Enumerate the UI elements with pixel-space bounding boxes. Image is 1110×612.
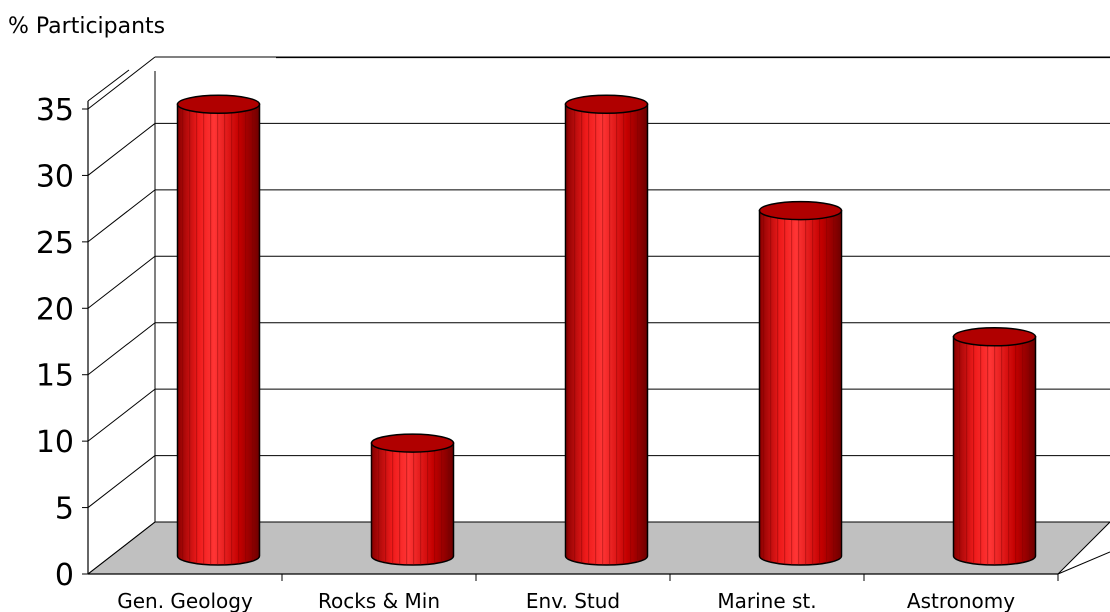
bar-texture xyxy=(953,336,1036,565)
y-tick-label: 15 xyxy=(36,359,74,394)
y-tick-label: 0 xyxy=(55,558,74,593)
wall-gridline xyxy=(87,189,156,243)
x-tick-label: Env. Stud xyxy=(526,589,620,612)
y-tick-label: 35 xyxy=(36,93,74,128)
y-tick-label: 20 xyxy=(36,292,74,327)
y-tick-label: 10 xyxy=(36,425,74,460)
y-tick-label: 5 xyxy=(55,492,74,527)
x-tick-label: Marine st. xyxy=(717,589,816,612)
bar-texture xyxy=(177,104,260,566)
wall-gridline xyxy=(87,56,156,110)
bar-texture xyxy=(565,104,648,566)
wall-gridline xyxy=(87,322,156,376)
bar xyxy=(952,327,1037,566)
x-tick-label: Rocks & Min xyxy=(318,589,440,612)
bar xyxy=(564,94,649,566)
bar xyxy=(176,94,261,566)
bar xyxy=(758,200,843,566)
wall-top-edge xyxy=(87,69,130,102)
bar xyxy=(370,433,455,566)
y-tick-label: 30 xyxy=(36,159,74,194)
y-axis-title: % Participants xyxy=(8,14,166,39)
wall-gridline xyxy=(87,123,156,176)
x-tick-label: Gen. Geology xyxy=(117,589,253,612)
floor-right-edge xyxy=(1057,551,1110,575)
bar-top xyxy=(176,94,261,115)
wall-gridline xyxy=(87,388,156,442)
bar-top xyxy=(758,200,843,221)
wall-gridline xyxy=(87,255,156,309)
bar-top xyxy=(370,433,455,453)
bar-texture xyxy=(371,443,454,565)
x-tick-label: Astronomy xyxy=(907,589,1015,612)
bar-top xyxy=(564,94,649,115)
bar-top xyxy=(952,327,1037,347)
wall-gridline xyxy=(87,455,156,508)
bar-texture xyxy=(759,210,842,566)
wall-gridline xyxy=(87,521,156,575)
y-tick-label: 25 xyxy=(36,226,74,261)
